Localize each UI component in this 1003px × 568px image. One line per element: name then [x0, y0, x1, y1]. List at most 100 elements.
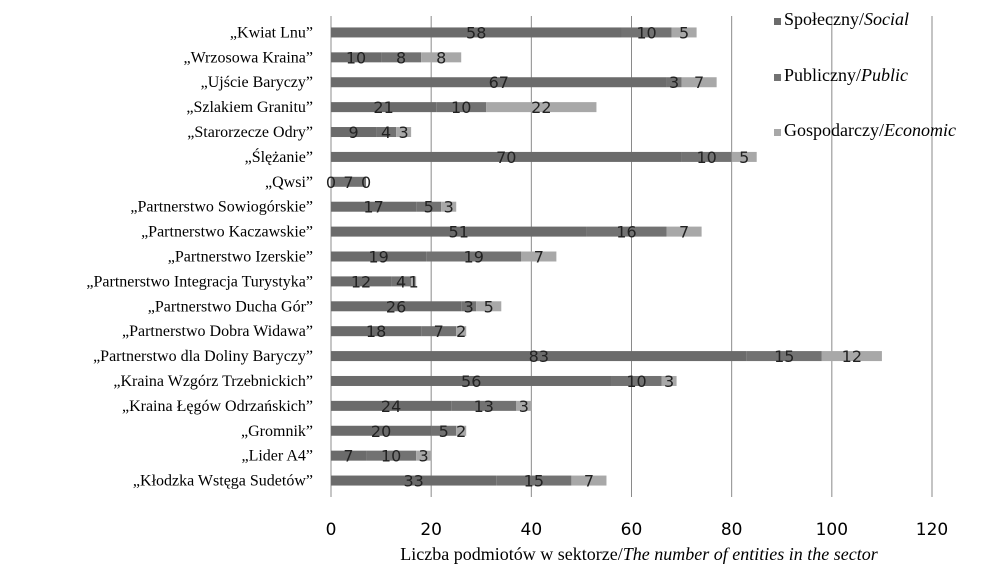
bar-segment: [331, 102, 437, 113]
data-label: 67: [489, 73, 509, 92]
bar-segment: [411, 276, 417, 287]
category-label: „Partnerstwo Integracja Turystyka”: [86, 273, 313, 290]
legend-swatch: [774, 129, 781, 136]
legend-swatch: [774, 18, 781, 25]
data-label: 12: [842, 347, 862, 366]
category-label: „Kłodzka Wstęga Sudetów”: [133, 473, 313, 490]
category-label: „Partnerstwo Izerskie”: [168, 249, 313, 266]
x-tick-labels: 0 20 40 60 80 100 120: [326, 520, 949, 540]
bar-segment: [426, 251, 522, 262]
data-label: 21: [373, 98, 393, 117]
bar-segment: [661, 375, 677, 386]
data-label: 56: [461, 372, 481, 391]
bar-segment: [461, 301, 477, 312]
legend-entry-italic: Social: [864, 9, 909, 29]
x-axis-title: Liczba podmiotów w sektorze/The number o…: [400, 544, 878, 564]
x-tick-label: 0: [326, 520, 337, 540]
x-tick-label: 120: [916, 520, 948, 540]
data-label: 19: [368, 248, 388, 267]
x-tick-label: 20: [420, 520, 442, 540]
data-label: 70: [496, 148, 516, 167]
bar-segment: [516, 400, 532, 411]
bar-segment: [366, 450, 417, 461]
bar-segment: [331, 400, 452, 411]
legend-swatch: [774, 74, 781, 81]
category-labels: „Kwiat Lnu” „Wrzosowa Kraina” „Ujście Bary…: [86, 24, 313, 489]
legend-entry: Publiczny/Public: [784, 65, 908, 85]
category-label: „Partnerstwo dla Doliny Baryczy”: [93, 348, 313, 365]
category-label: „Gromnik”: [241, 423, 313, 440]
data-label: 58: [466, 23, 486, 42]
bar-segment: [476, 301, 502, 312]
category-label: „Partnerstwo Sowiogórskie”: [130, 199, 313, 216]
bar-segment: [681, 77, 717, 88]
bar-segment: [416, 450, 432, 461]
data-label: 5: [679, 23, 689, 42]
x-axis-title-italic: The number of entities in the sector: [623, 544, 879, 564]
bar-segment: [396, 127, 412, 138]
bar-segment: [331, 326, 422, 337]
category-label: „Partnerstwo Ducha Gór”: [148, 298, 313, 315]
category-label: „Wrzosowa Kraina”: [183, 49, 313, 66]
bar-segment: [666, 226, 702, 237]
bar-segment: [381, 52, 422, 63]
bar-segment: [456, 425, 467, 436]
data-label: 8: [436, 48, 446, 67]
legend-entry-main: Społeczny/: [784, 9, 864, 29]
bar-segment: [331, 351, 747, 362]
data-label: 3: [519, 397, 529, 416]
bar-segment: [486, 102, 597, 113]
data-label: 4: [381, 123, 391, 142]
data-label: 2: [456, 422, 466, 441]
data-label: 3: [664, 372, 674, 391]
bar-segment: [621, 27, 672, 38]
data-label: 7: [694, 73, 704, 92]
data-label: 2: [456, 322, 466, 341]
data-label: 7: [434, 322, 444, 341]
data-label: 83: [529, 347, 549, 366]
data-label: 0: [326, 173, 336, 192]
data-label: 10: [626, 372, 646, 391]
data-label: 3: [464, 297, 474, 316]
bar-segment: [331, 301, 462, 312]
category-label: „Ujście Baryczy”: [201, 74, 313, 91]
data-label: 3: [444, 198, 454, 217]
bar-segment: [331, 127, 377, 138]
data-label: 10: [381, 447, 401, 466]
bar-segment: [331, 251, 427, 262]
data-label: 26: [386, 297, 406, 316]
bar-segment: [586, 226, 667, 237]
bar-segment: [571, 475, 607, 486]
bar-segment: [331, 276, 392, 287]
bar-segment: [521, 251, 557, 262]
bar-segment: [681, 151, 732, 162]
data-label: 24: [381, 397, 401, 416]
bar-segment: [331, 176, 367, 187]
bar-segment: [416, 201, 442, 212]
bar-segment: [821, 351, 882, 362]
data-label: 7: [343, 173, 353, 192]
data-label: 12: [351, 272, 371, 291]
data-label: 3: [419, 447, 429, 466]
x-tick-label: 60: [621, 520, 643, 540]
category-label: „Lider A4”: [241, 448, 313, 465]
data-label: 0: [361, 173, 371, 192]
bars-group: [331, 27, 882, 486]
data-label: 16: [616, 223, 636, 242]
legend: Społeczny/Social Publiczny/Public Gospodar…: [774, 9, 956, 140]
data-label: 10: [346, 48, 366, 67]
bar-segment: [666, 77, 682, 88]
data-label: 10: [696, 148, 716, 167]
category-label: „Partnerstwo Kaczawskie”: [141, 224, 313, 241]
category-label: „Kraina Łęgów Odrzańskich”: [122, 398, 313, 415]
data-label: 3: [399, 123, 409, 142]
bar-segment: [331, 77, 667, 88]
bar-segment: [611, 375, 662, 386]
bar-segment: [331, 52, 382, 63]
data-label: 18: [366, 322, 386, 341]
data-label: 10: [636, 23, 656, 42]
data-label: 7: [584, 472, 594, 491]
category-label: „Kraina Wzgórz Trzebnickich”: [113, 373, 313, 390]
bar-segment: [421, 326, 457, 337]
